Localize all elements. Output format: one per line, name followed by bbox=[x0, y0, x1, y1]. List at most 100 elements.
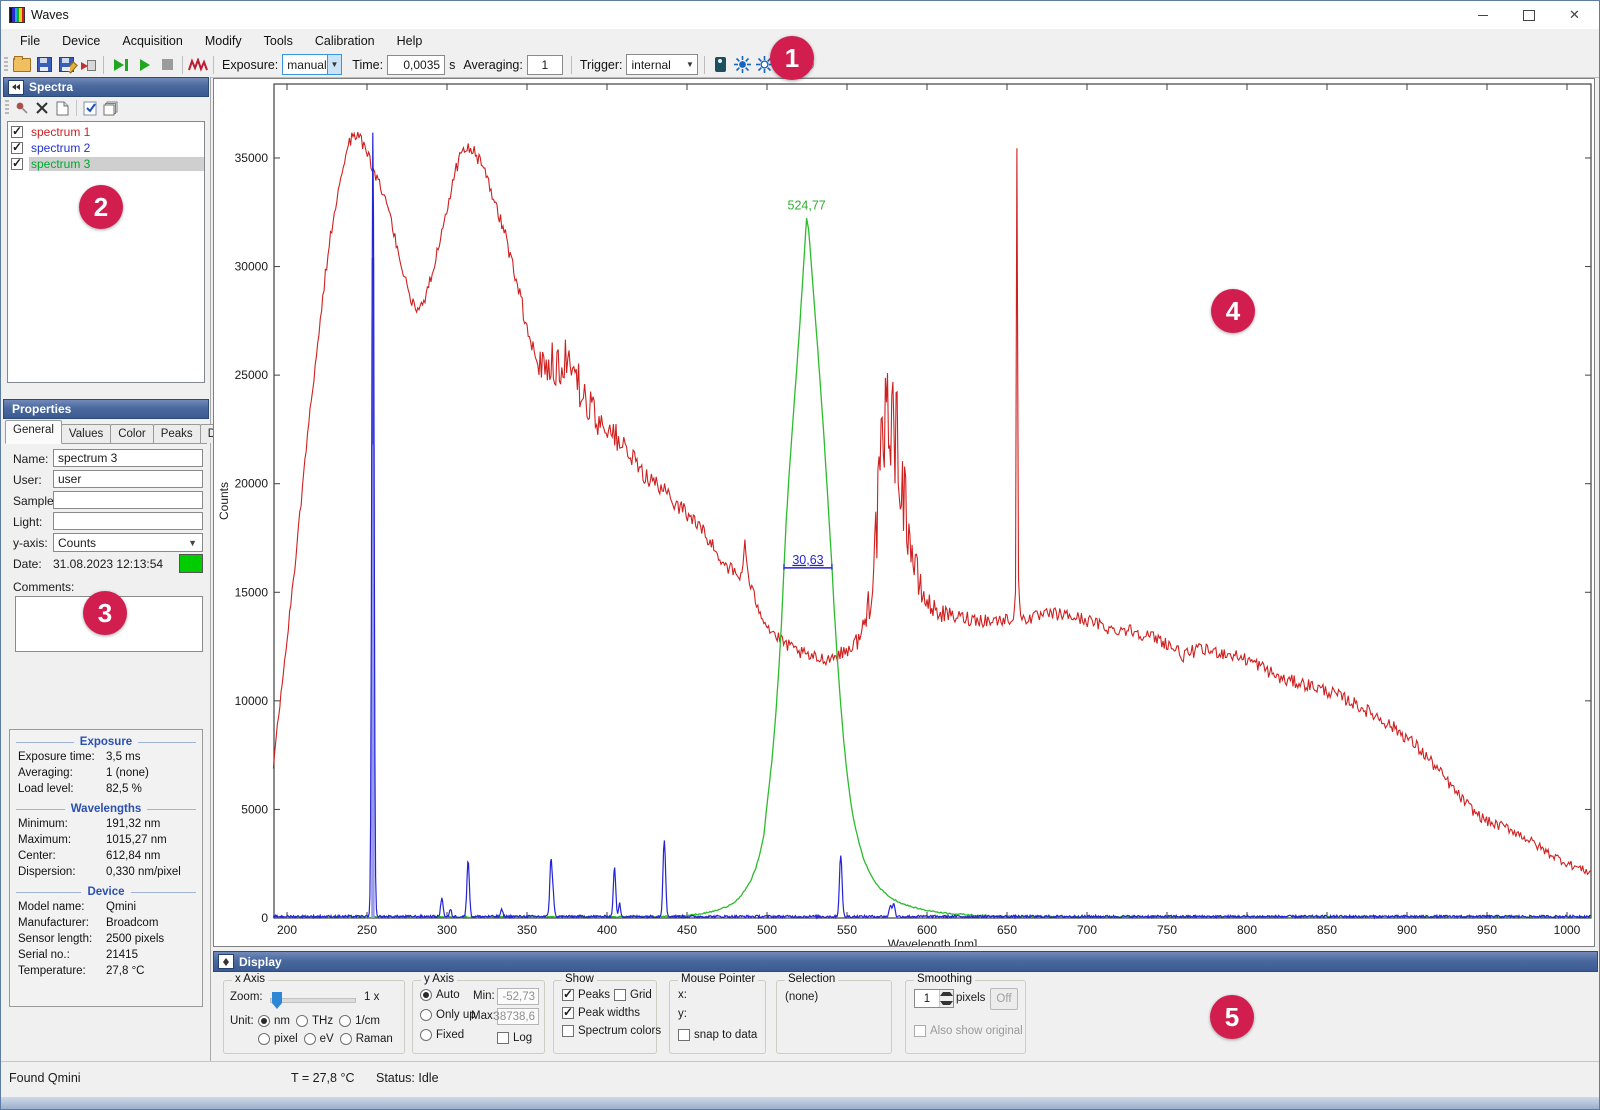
tab-color[interactable]: Color bbox=[110, 424, 154, 443]
unit-nm[interactable]: nm bbox=[258, 1015, 296, 1027]
open-button[interactable] bbox=[11, 55, 33, 75]
device-button[interactable] bbox=[709, 55, 731, 75]
menu-item-tools[interactable]: Tools bbox=[263, 33, 293, 48]
tab-peaks[interactable]: Peaks bbox=[152, 424, 201, 443]
unit-eV-radio[interactable] bbox=[303, 1033, 316, 1045]
info-row-label: Serial no.: bbox=[18, 949, 70, 961]
y-axis-title: Counts bbox=[217, 482, 231, 520]
continuous-acquisition-button[interactable] bbox=[134, 55, 156, 75]
spectrum-chart[interactable]: 200 250 300 350 400 450 500 550 600 650 700 750 800 8… bbox=[214, 79, 1594, 951]
show-option-peak-widths[interactable]: Peak widths bbox=[562, 1005, 644, 1019]
light-field[interactable] bbox=[53, 512, 203, 530]
zoom-slider[interactable] bbox=[270, 992, 356, 1009]
show-checkbox[interactable] bbox=[614, 989, 626, 1001]
spectrum-color-swatch[interactable] bbox=[179, 554, 203, 573]
menu-item-device[interactable]: Device bbox=[62, 33, 101, 48]
pin-icon bbox=[16, 102, 28, 114]
collapse-panel-icon[interactable] bbox=[8, 79, 24, 95]
menu-item-calibration[interactable]: Calibration bbox=[314, 33, 375, 48]
mouse-pointer-group: Mouse Pointer x: y: snap to data bbox=[669, 973, 766, 1054]
copy-spectra-button[interactable] bbox=[101, 99, 121, 117]
menu-item-modify[interactable]: Modify bbox=[204, 33, 242, 48]
log-option[interactable]: Log bbox=[497, 1032, 536, 1044]
properties-panel-header[interactable]: Properties bbox=[3, 399, 209, 419]
tab-general[interactable]: General bbox=[5, 420, 62, 444]
chart-panel[interactable]: 200 250 300 350 400 450 500 550 600 650 700 750 800 8… bbox=[213, 78, 1595, 951]
y-mode-only-up[interactable]: Only up bbox=[420, 1009, 482, 1021]
menu-item-help[interactable]: Help bbox=[396, 33, 423, 48]
smoothing-value[interactable]: 1 bbox=[923, 992, 931, 1005]
spectrum-list-item[interactable]: spectrum 2 bbox=[8, 140, 204, 156]
spinner-arrows[interactable] bbox=[939, 990, 953, 1007]
unit-1-cm-radio[interactable] bbox=[339, 1015, 352, 1027]
minimize-button[interactable] bbox=[1460, 1, 1505, 29]
export-button[interactable] bbox=[77, 55, 99, 75]
name-field[interactable]: spectrum 3 bbox=[53, 449, 203, 467]
save-button[interactable] bbox=[33, 55, 55, 75]
unit-THz-radio[interactable] bbox=[295, 1015, 308, 1027]
y-mode-only-up-radio[interactable] bbox=[420, 1009, 432, 1021]
time-input[interactable]: 0,0035 bbox=[387, 54, 446, 75]
info-row: Center: 612,84 nm bbox=[18, 849, 202, 864]
zoom-slider-thumb[interactable] bbox=[272, 992, 282, 1009]
y-mode-auto-radio[interactable] bbox=[420, 989, 432, 1001]
menu-item-acquisition[interactable]: Acquisition bbox=[122, 33, 183, 48]
maximize-button[interactable] bbox=[1506, 1, 1551, 29]
show-checkbox[interactable] bbox=[562, 1025, 574, 1037]
y-mode-auto[interactable]: Auto bbox=[420, 989, 466, 1001]
display-panel-header[interactable]: Display bbox=[213, 951, 1598, 972]
acquire-spectrum-button[interactable] bbox=[187, 55, 209, 75]
single-acquisition-button[interactable] bbox=[108, 55, 134, 75]
show-option-spectrum-colors[interactable]: Spectrum colors bbox=[562, 1025, 665, 1037]
unit-options-row2: pixel eV Raman bbox=[258, 1033, 399, 1045]
log-checkbox[interactable] bbox=[497, 1032, 509, 1044]
collapse-vertical-icon[interactable] bbox=[218, 954, 234, 969]
exposure-select[interactable]: manual ▼ bbox=[282, 54, 343, 75]
snap-option[interactable]: snap to data bbox=[678, 1029, 761, 1041]
unit-THz[interactable]: THz bbox=[295, 1015, 339, 1027]
menu-item-file[interactable]: File bbox=[20, 33, 41, 48]
pin-button[interactable] bbox=[12, 99, 32, 117]
unit-eV[interactable]: eV bbox=[303, 1033, 340, 1045]
spectrum-checkbox[interactable] bbox=[11, 156, 23, 170]
spectrum-checkbox[interactable] bbox=[11, 140, 23, 154]
user-field[interactable]: user bbox=[53, 470, 203, 488]
unit-pixel[interactable]: pixel bbox=[258, 1033, 304, 1045]
save-as-button[interactable] bbox=[55, 55, 78, 75]
show-option-peaks[interactable]: Peaks bbox=[562, 987, 614, 1001]
new-spectrum-button[interactable] bbox=[52, 99, 72, 117]
spectra-panel-header[interactable]: Spectra bbox=[3, 77, 209, 97]
show-checkbox[interactable] bbox=[562, 1005, 574, 1019]
spectrum-list-item[interactable]: spectrum 3 bbox=[8, 156, 204, 172]
spectrum-checkbox[interactable] bbox=[11, 124, 23, 138]
show-option-grid[interactable]: Grid bbox=[614, 989, 656, 1001]
unit-pixel-radio[interactable] bbox=[258, 1033, 270, 1045]
yaxis-select[interactable]: Counts ▼ bbox=[53, 533, 203, 552]
y-mode-fixed[interactable]: Fixed bbox=[420, 1029, 470, 1041]
unit-Raman[interactable]: Raman bbox=[339, 1033, 399, 1045]
smoothing-spinner[interactable]: 1 bbox=[914, 989, 954, 1008]
show-group: Show Peaks Grid Peak widths Spectrum colors bbox=[553, 973, 661, 1054]
y-mode-fixed-radio[interactable] bbox=[420, 1029, 432, 1041]
snap-checkbox[interactable] bbox=[678, 1029, 690, 1041]
close-button[interactable]: ✕ bbox=[1569, 7, 1580, 22]
unit-Raman-radio[interactable] bbox=[339, 1033, 352, 1045]
show-checkbox[interactable] bbox=[562, 987, 574, 1001]
tab-values[interactable]: Values bbox=[60, 424, 112, 443]
y-tick-label: 35000 bbox=[235, 151, 269, 165]
averaging-input[interactable]: 1 bbox=[526, 54, 563, 75]
info-row-value: 2500 pixels bbox=[106, 933, 165, 945]
spectrum-list-item[interactable]: spectrum 1 bbox=[8, 124, 204, 140]
spectra-list[interactable]: spectrum 1 spectrum 2 spectrum 3 bbox=[7, 121, 205, 383]
delete-spectrum-button[interactable] bbox=[32, 99, 52, 117]
lamp-off-button[interactable] bbox=[753, 55, 775, 75]
stop-button[interactable] bbox=[156, 55, 178, 75]
trigger-select[interactable]: internal ▼ bbox=[626, 54, 699, 75]
smoothing-off-button[interactable]: Off bbox=[990, 988, 1018, 1010]
unit-nm-radio[interactable] bbox=[258, 1015, 270, 1027]
sample-field[interactable] bbox=[53, 491, 203, 509]
unit-1-cm[interactable]: 1/cm bbox=[339, 1015, 386, 1027]
lamp-on-button[interactable] bbox=[731, 55, 753, 75]
info-row-label: Load level: bbox=[18, 783, 74, 795]
check-all-spectra-button[interactable] bbox=[81, 99, 101, 117]
